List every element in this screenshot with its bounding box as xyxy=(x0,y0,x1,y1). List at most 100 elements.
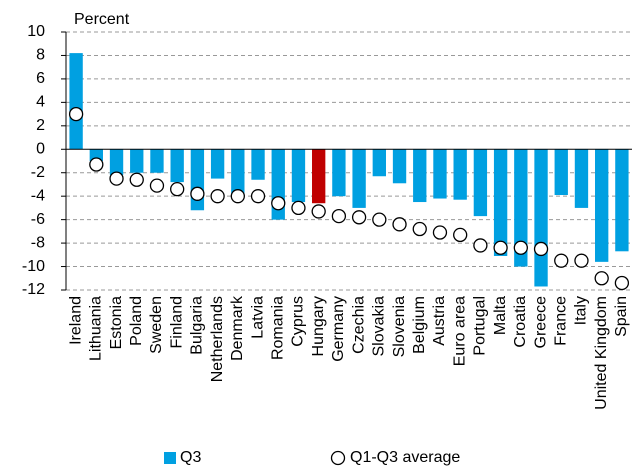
x-tick-label: Malta xyxy=(492,296,509,335)
legend-swatch xyxy=(164,452,176,464)
bar xyxy=(473,149,488,217)
x-tick-label: Slovakia xyxy=(371,296,388,357)
bar xyxy=(453,149,467,200)
marker xyxy=(493,240,508,255)
marker xyxy=(331,208,347,224)
bar xyxy=(312,149,326,204)
marker xyxy=(412,221,427,237)
x-tick-label: Bulgaria xyxy=(189,296,206,355)
marker xyxy=(351,210,367,225)
x-tick-label: Poland xyxy=(128,296,145,346)
y-tick-label: 10 xyxy=(27,23,45,40)
x-tick-label: Ireland xyxy=(67,296,84,345)
bar xyxy=(210,149,225,179)
marker xyxy=(230,189,245,204)
bar xyxy=(615,149,629,252)
x-tick-label: Netherlands xyxy=(209,296,226,382)
y-tick-label: 8 xyxy=(36,47,45,64)
marker xyxy=(170,181,185,197)
x-tick-label: Portugal xyxy=(472,296,489,356)
y-tick-label: 2 xyxy=(36,117,45,134)
x-tick-label: Estonia xyxy=(108,296,125,349)
bar xyxy=(534,149,548,287)
y-tick-label: -12 xyxy=(22,281,45,298)
marker xyxy=(210,189,225,204)
x-tick-label: Czechia xyxy=(350,296,367,354)
marker xyxy=(614,275,630,291)
x-tick-label: Denmark xyxy=(229,295,246,361)
marker xyxy=(311,204,326,219)
x-tick-label: France xyxy=(552,296,569,346)
bar xyxy=(190,149,205,211)
bar xyxy=(170,149,184,183)
marker xyxy=(68,106,84,122)
x-tick-label: Austria xyxy=(431,296,448,346)
bar xyxy=(69,53,83,150)
marker xyxy=(432,225,448,240)
x-tick-label: Euro area xyxy=(451,296,468,366)
y-tick-label: -4 xyxy=(31,187,45,204)
bar xyxy=(251,149,265,180)
bar xyxy=(109,149,124,176)
x-tick-label: Spain xyxy=(613,296,630,337)
bar xyxy=(413,149,427,203)
x-tick-label: Slovenia xyxy=(391,296,408,357)
y-axis-label: Percent xyxy=(74,11,130,28)
bar xyxy=(89,149,103,161)
x-tick-label: Cyprus xyxy=(290,296,307,347)
marker xyxy=(291,200,306,216)
x-tick-label: Greece xyxy=(532,296,549,349)
marker xyxy=(129,172,144,187)
bar xyxy=(372,149,386,177)
bar xyxy=(130,149,144,173)
x-tick-label: Italy xyxy=(573,296,590,325)
bar xyxy=(150,149,164,173)
marker xyxy=(250,189,266,204)
bar xyxy=(595,149,609,262)
x-tick-label: United Kingdom xyxy=(593,296,610,410)
x-tick-label: Lithuania xyxy=(88,296,105,361)
legend-swatch xyxy=(330,450,346,466)
bar xyxy=(574,149,589,208)
marker xyxy=(372,212,387,227)
marker xyxy=(149,178,165,193)
bar xyxy=(332,149,346,197)
y-tick-label: 6 xyxy=(36,70,45,87)
marker xyxy=(473,238,488,253)
marker xyxy=(109,171,124,186)
x-tick-label: Finland xyxy=(168,296,185,348)
y-tick-label: -2 xyxy=(31,164,45,181)
x-tick-label: Latvia xyxy=(249,296,266,339)
x-tick-label: Croatia xyxy=(512,296,529,348)
marker xyxy=(271,196,286,211)
x-tick-label: Sweden xyxy=(148,296,165,354)
x-tick-label: Romania xyxy=(269,296,286,360)
legend-label: Q3 xyxy=(180,449,201,466)
y-tick-label: 0 xyxy=(36,140,45,157)
y-tick-label: -6 xyxy=(31,211,45,228)
bar xyxy=(392,149,407,184)
marker xyxy=(453,227,468,243)
x-tick-label: Hungary xyxy=(310,296,327,356)
legend-label: Q1-Q3 average xyxy=(350,449,460,466)
x-tick-label: Germany xyxy=(330,296,347,362)
marker xyxy=(554,253,569,268)
y-tick-label: 4 xyxy=(36,94,45,111)
y-tick-label: -8 xyxy=(31,234,45,251)
marker xyxy=(89,157,104,172)
marker xyxy=(190,186,205,201)
y-tick-label: -10 xyxy=(22,258,45,275)
marker xyxy=(594,271,609,286)
bar xyxy=(352,149,366,208)
x-tick-label: Belgium xyxy=(411,296,428,354)
marker xyxy=(574,253,589,268)
marker xyxy=(533,241,549,257)
bar xyxy=(231,149,245,194)
bar xyxy=(291,149,306,203)
bar xyxy=(554,149,568,196)
bar xyxy=(514,149,528,267)
marker xyxy=(513,240,528,255)
bar xyxy=(433,149,447,199)
bar xyxy=(493,149,508,256)
